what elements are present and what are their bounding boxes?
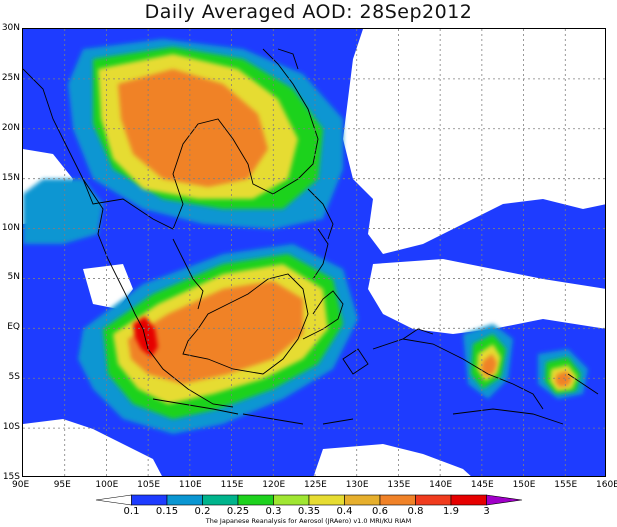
lon-tick-label: 150E xyxy=(512,480,536,490)
lon-tick-label: 120E xyxy=(262,480,286,490)
colorbar-tick-label: 0.2 xyxy=(194,506,211,517)
lat-tick-label: 10S xyxy=(2,422,20,433)
lat-tick-label: 15N xyxy=(1,172,20,183)
colorbar-swatch xyxy=(415,494,452,506)
lat-tick-label: 20N xyxy=(1,122,20,133)
colorbar-tick-label: 0.3 xyxy=(265,506,282,517)
lon-tick-label: 100E xyxy=(95,480,119,490)
aod-low-regions xyxy=(23,29,605,476)
lat-tick-label: 5S xyxy=(8,372,20,383)
lon-tick-label: 110E xyxy=(178,480,202,490)
lat-tick-label: 15S xyxy=(2,472,20,482)
lat-tick-label: 30N xyxy=(1,23,20,33)
lon-tick-label: 145E xyxy=(470,480,494,490)
lon-tick-label: 160E xyxy=(596,480,617,490)
colorbar-swatch xyxy=(202,494,239,506)
colorbar-tick-label: 0.15 xyxy=(155,506,179,517)
lat-tick-label: 25N xyxy=(1,72,20,83)
colorbar-swatch xyxy=(95,494,132,506)
colorbar-tick-label: 3 xyxy=(483,506,490,517)
colorbar-swatch xyxy=(273,494,310,506)
colorbar-swatch xyxy=(308,494,345,506)
aod-band-1-9 xyxy=(133,316,158,357)
lat-tick-label: 5N xyxy=(7,272,20,283)
lon-tick-label: 140E xyxy=(429,480,453,490)
colorbar-tick-label: 0.4 xyxy=(336,506,353,517)
colorbar-swatch xyxy=(344,494,381,506)
aod-map xyxy=(23,29,605,476)
lon-tick-label: 115E xyxy=(220,480,244,490)
lon-tick-label: 105E xyxy=(137,480,161,490)
lat-tick-label: EQ xyxy=(7,322,20,333)
graticule xyxy=(23,29,605,476)
colorbar-tick-label: 1.9 xyxy=(443,506,459,517)
colorbar-swatch xyxy=(166,494,203,506)
colorbar-swatch xyxy=(450,494,487,506)
map-frame xyxy=(22,28,606,477)
colorbar-tick-label: 0.1 xyxy=(123,506,140,517)
coastlines xyxy=(23,48,599,425)
colorbar-swatch xyxy=(237,494,274,506)
colorbar-swatch xyxy=(486,494,523,506)
colorbar-tick-label: 0.8 xyxy=(407,506,424,517)
colorbar-tick-label: 0.6 xyxy=(372,506,388,517)
lon-tick-label: 155E xyxy=(554,480,578,490)
colorbar-swatch xyxy=(379,494,416,506)
lon-tick-label: 130E xyxy=(345,480,369,490)
credit-text: The Japanese Reanalysis for Aerosol (JRA… xyxy=(205,517,412,525)
lon-tick-label: 135E xyxy=(387,480,411,490)
lon-tick-label: 95E xyxy=(53,480,71,490)
aod-band-0-6 xyxy=(118,69,572,387)
colorbar-tick-label: 0.25 xyxy=(226,506,250,517)
colorbar-swatch xyxy=(131,494,168,506)
map-title: Daily Averaged AOD: 28Sep2012 xyxy=(144,1,473,23)
lon-tick-label: 125E xyxy=(304,480,327,490)
lat-tick-label: 10N xyxy=(1,222,20,233)
lon-tick-label: 90E xyxy=(12,480,30,490)
colorbar-tick-label: 0.35 xyxy=(297,506,321,517)
